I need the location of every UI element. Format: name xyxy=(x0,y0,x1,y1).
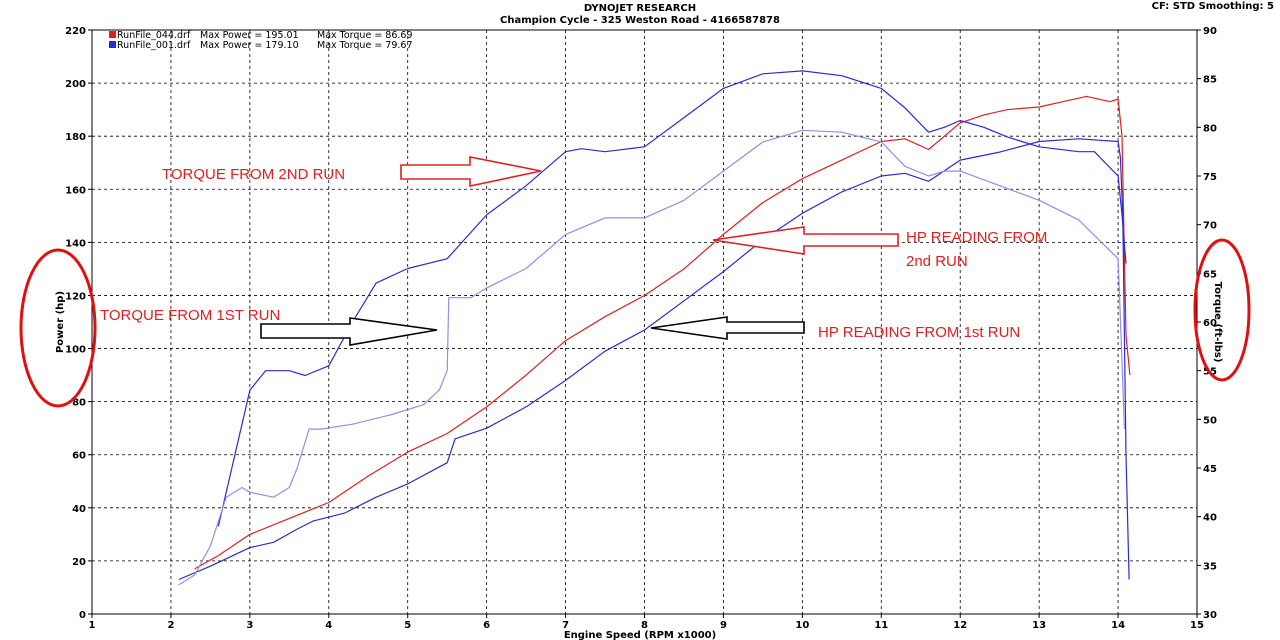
y-left-tick-label: 0 xyxy=(79,610,86,621)
x-tick-label: 7 xyxy=(562,620,569,631)
y-left-tick-label: 180 xyxy=(65,132,86,143)
arrow-left-icon xyxy=(650,316,805,340)
highlight-ellipse-right xyxy=(1193,238,1251,382)
x-tick-label: 8 xyxy=(641,620,648,631)
arrow-left-icon xyxy=(712,226,899,255)
legend-file-run-044: RunFile_044.drf xyxy=(117,30,191,41)
annotations: TORQUE FROM 2ND RUN TORQUE FROM 1ST RUN … xyxy=(19,156,1251,408)
legend: RunFile_044.drf Max Power = 195.01 Max T… xyxy=(109,30,413,51)
y-left-tick-label: 100 xyxy=(65,345,86,356)
legend-max-torque-run-044: Max Torque = 86.69 xyxy=(317,30,413,41)
x-tick-label: 10 xyxy=(795,620,809,631)
y-right-tick-label: 50 xyxy=(1203,415,1217,426)
x-tick-label: 6 xyxy=(483,620,490,631)
annotation-torque-2nd-run: TORQUE FROM 2ND RUN xyxy=(162,166,345,183)
y-left-tick-label: 200 xyxy=(65,79,86,90)
correction-settings: CF: STD Smoothing: 5 xyxy=(1152,1,1274,12)
y-right-tick-label: 90 xyxy=(1203,26,1217,37)
runfile-001-drf-power-line xyxy=(178,138,1130,581)
y-right-tick-label: 85 xyxy=(1203,75,1217,86)
arrow-right-icon xyxy=(400,156,542,187)
x-tick-label: 2 xyxy=(167,620,174,631)
runfile-044-drf-power-line xyxy=(194,95,1131,570)
legend-file-run-001: RunFile_001.drf xyxy=(117,40,191,51)
highlight-ellipse-left xyxy=(19,248,97,408)
chart-title: DYNOJET RESEARCH xyxy=(584,3,696,14)
y-left-tick-label: 220 xyxy=(65,26,86,37)
y-right-tick-label: 75 xyxy=(1203,172,1217,183)
axis-ticks: 1 2 3 4 5 6 7 8 9 10 11 12 13 14 150204060801001201401… xyxy=(65,26,1217,631)
arrow-right-icon xyxy=(260,317,438,346)
y-left-tick-label: 140 xyxy=(65,238,86,249)
y-right-tick-label: 45 xyxy=(1203,464,1217,475)
x-tick-label: 12 xyxy=(953,620,967,631)
annotation-hp-2nd-run-line1: HP READING FROM xyxy=(906,229,1047,246)
y-right-tick-label: 70 xyxy=(1203,221,1217,232)
x-tick-label: 5 xyxy=(404,620,411,631)
x-tick-label: 1 xyxy=(89,620,96,631)
legend-swatch-run-001 xyxy=(109,41,116,48)
x-tick-label: 3 xyxy=(246,620,253,631)
y-left-tick-label: 20 xyxy=(72,557,86,568)
x-tick-label: 4 xyxy=(325,620,332,631)
y-axis-right-label: Torque (ft-lbs) xyxy=(1212,282,1223,363)
chart-subtitle: Champion Cycle - 325 Weston Road - 41665… xyxy=(500,15,780,26)
y-left-tick-label: 160 xyxy=(65,185,86,196)
annotation-torque-1st-run: TORQUE FROM 1ST RUN xyxy=(100,307,280,324)
y-axis-left-label: Power (hp) xyxy=(55,291,66,353)
x-tick-label: 14 xyxy=(1111,620,1125,631)
series-group xyxy=(178,70,1131,586)
annotation-hp-1st-run: HP READING FROM 1st RUN xyxy=(818,324,1020,341)
y-right-tick-label: 35 xyxy=(1203,561,1217,572)
x-tick-label: 15 xyxy=(1190,620,1204,631)
legend-max-torque-run-001: Max Torque = 79.67 xyxy=(317,40,413,51)
y-left-tick-label: 40 xyxy=(72,504,86,515)
x-axis-label: Engine Speed (RPM x1000) xyxy=(564,630,716,640)
legend-max-power-run-001: Max Power = 179.10 xyxy=(200,40,299,51)
y-left-tick-label: 120 xyxy=(65,291,86,302)
y-right-tick-label: 80 xyxy=(1203,123,1217,134)
annotation-hp-2nd-run-line2: 2nd RUN xyxy=(906,253,968,270)
y-left-tick-label: 60 xyxy=(72,451,86,462)
y-right-tick-label: 40 xyxy=(1203,513,1217,524)
y-right-tick-label: 30 xyxy=(1203,610,1217,621)
y-right-tick-label: 60 xyxy=(1203,318,1217,329)
x-tick-label: 11 xyxy=(874,620,888,631)
x-tick-label: 9 xyxy=(720,620,727,631)
legend-swatch-run-044 xyxy=(109,31,116,38)
y-right-tick-label: 65 xyxy=(1203,269,1217,280)
x-tick-label: 13 xyxy=(1032,620,1046,631)
y-left-tick-label: 80 xyxy=(72,398,86,409)
runfile-044-drf-torque-line xyxy=(217,70,1127,527)
runfile-001-drf-torque-line xyxy=(178,129,1125,586)
legend-max-power-run-044: Max Power = 195.01 xyxy=(200,30,299,41)
